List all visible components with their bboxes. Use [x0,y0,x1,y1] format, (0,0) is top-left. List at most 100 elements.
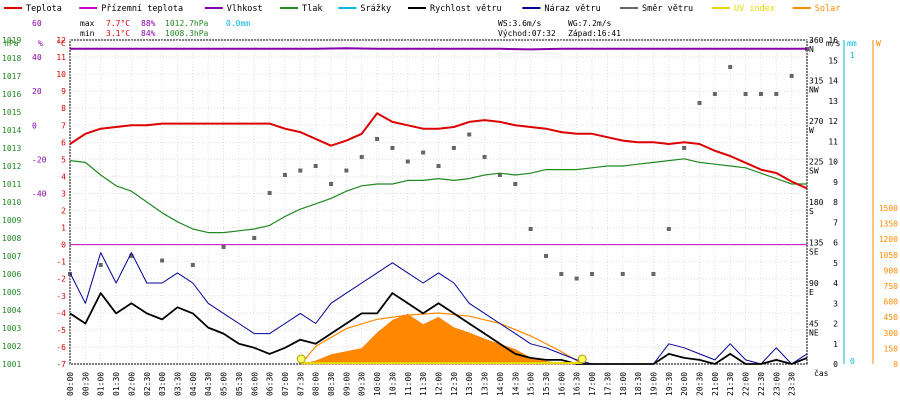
axis-mm-tick: 0 [850,357,855,366]
stats-label-1: min [80,29,95,38]
axis-hpa-tick: 1011 [2,180,21,189]
axis-x-tick: 09:30 [358,372,367,396]
axis-x-tick: 00:00 [66,372,75,396]
axis-degc-tick: 10 [56,70,66,79]
axis-ms-tick: 12 [828,117,838,126]
wind-dir-point [482,155,487,159]
axis-degc-tick: 4 [61,172,66,181]
axis-dir-unit: ° [809,39,814,48]
axis-degc-tick: -1 [56,258,66,267]
wind-dir-point [758,92,763,96]
axis-hpa-tick: 1016 [2,90,21,99]
axis-dir-label: W [809,126,814,135]
axis-hpa-tick: 1001 [2,360,21,369]
wind-dir-point [467,132,472,137]
axis-ms-tick: 16 [828,36,838,45]
legend-label-1: Přízemní teplota [101,4,183,14]
axis-dir-tick: 180 [809,198,824,207]
sunrise-marker [296,354,306,364]
axis-x-tick: 07:30 [296,372,305,396]
wind-dir-point [559,272,564,276]
axis-pct-tick: -20 [32,155,47,164]
axis-x-tick: 02:30 [143,372,152,396]
stats-sunset: Západ:16:41 [568,29,621,38]
wind-dir-point [129,254,134,258]
wind-dir-point [712,92,717,96]
axis-hpa-tick: 1003 [2,324,21,333]
wind-dir-point [267,191,272,195]
axis-hpa-tick: 1002 [2,342,21,351]
axis-hpa-tick: 1018 [2,54,21,63]
axis-dir-tick: 90 [809,279,819,288]
axis-pct-unit: % [38,39,43,48]
axis-x-tick: 15:30 [542,372,551,396]
wind-dir-point [789,74,794,78]
axis-x-tick: 01:00 [97,372,106,396]
axis-x-tick: 13:30 [481,372,490,396]
axis-hpa-unit: hPa [4,39,19,48]
axis-hpa-tick: 1015 [2,108,21,117]
axis-w-tick: 600 [884,298,899,307]
wind-dir-point [620,272,625,276]
wind-dir-point [497,173,502,177]
wind-dir-point [513,182,518,186]
axis-degc-tick: 1 [61,224,66,233]
axis-x-tick: 04:30 [204,372,213,396]
axis-hpa-tick: 1004 [2,306,21,315]
axis-degc-tick: -3 [56,292,66,301]
axis-hpa-tick: 1014 [2,126,21,135]
axis-dir-label: SW [809,167,819,176]
axis-dir-label: S [809,207,814,216]
axis-x-tick: 17:30 [603,372,612,396]
wind-dir-point [574,276,579,281]
axis-dir-label: N [809,45,814,54]
series-temperature [69,112,808,190]
legend-label-9: Solar [815,4,841,14]
stats-press-0: 1012.7hPa [165,19,209,28]
axis-w-tick: 1350 [879,220,898,229]
axis-dir-tick: 225 [809,158,824,167]
axis-hpa-tick: 1010 [2,198,21,207]
axis-pct-tick: 60 [32,19,42,28]
axis-degc-unit: °C [56,39,66,48]
axis-hpa-tick: 1006 [2,270,21,279]
axis-ms-tick: 0 [833,360,838,369]
series-wind-speed [69,292,808,365]
legend-label-5: Rychlost větru [430,4,502,14]
axis-degc-tick: 2 [61,207,66,216]
wind-dir-point [651,272,656,276]
legend-label-8: UV index [734,4,775,14]
axis-ms-tick: 7 [833,218,838,227]
axis-degc-tick: 6 [61,138,66,147]
axis-degc-tick: 9 [61,87,66,96]
axis-x-tick: 23:00 [772,372,781,396]
axis-ms-tick: 3 [833,299,838,308]
wind-dir-point [405,159,410,164]
axis-x-tick: 00:30 [81,372,90,396]
axis-x-tick: 22:00 [742,372,751,396]
axis-x-tick: 05:00 [220,372,229,396]
axis-x-tick: 01:30 [112,372,121,396]
series-wind-gust [69,252,808,365]
wind-dir-point [543,254,548,258]
axis-x-tick: 17:00 [588,372,597,396]
stats-ws: WS:3.6m/s [498,19,542,28]
axis-x-tick: 02:00 [127,372,136,396]
legend-label-6: Náraz větru [544,4,600,14]
stats-hum-0: 88% [141,19,156,28]
wind-dir-point [160,258,165,263]
axis-x-tick: 11:00 [404,372,413,396]
axis-x-tick: 16:00 [557,372,566,396]
axis-ms-tick: 1 [833,340,838,349]
axis-x-tick: 05:30 [235,372,244,396]
wind-dir-point [390,146,395,150]
wind-dir-point [590,272,595,276]
axis-x-tick: 18:00 [619,372,628,396]
axis-ms-tick: 10 [828,158,838,167]
axis-w-tick: 750 [884,282,899,291]
axis-ms-tick: 13 [828,97,838,106]
axis-x-tick: 11:30 [419,372,428,396]
wind-dir-point [774,92,779,96]
wind-dir-point [421,150,426,155]
